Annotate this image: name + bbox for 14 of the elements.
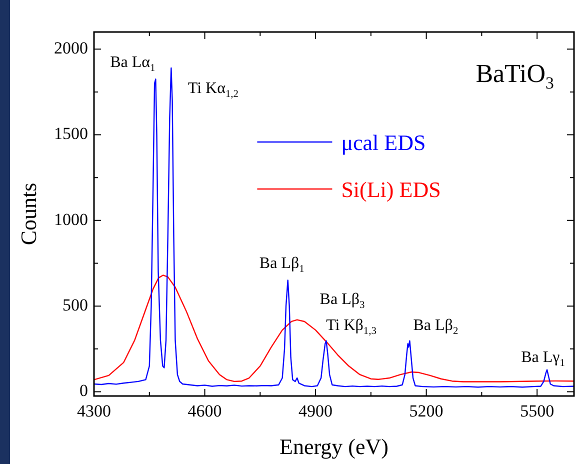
y-tick-label: 1000 [54,210,88,229]
x-tick-label: 4600 [188,401,222,420]
y-axis-title: Counts [16,182,41,246]
x-tick-label: 5200 [409,401,444,420]
y-tick-label: 2000 [54,38,88,58]
legend-label: Si(Li) EDS [341,177,441,202]
y-tick-label: 0 [80,381,88,400]
x-tick-label: 5500 [520,401,554,420]
y-tick-label: 500 [62,296,88,315]
y-tick-label: 1500 [54,124,88,144]
x-tick-label: 4900 [298,401,333,420]
legend-label: μcal EDS [341,130,426,155]
x-axis-title: Energy (eV) [280,434,388,459]
x-tick-label: 4300 [77,401,111,420]
